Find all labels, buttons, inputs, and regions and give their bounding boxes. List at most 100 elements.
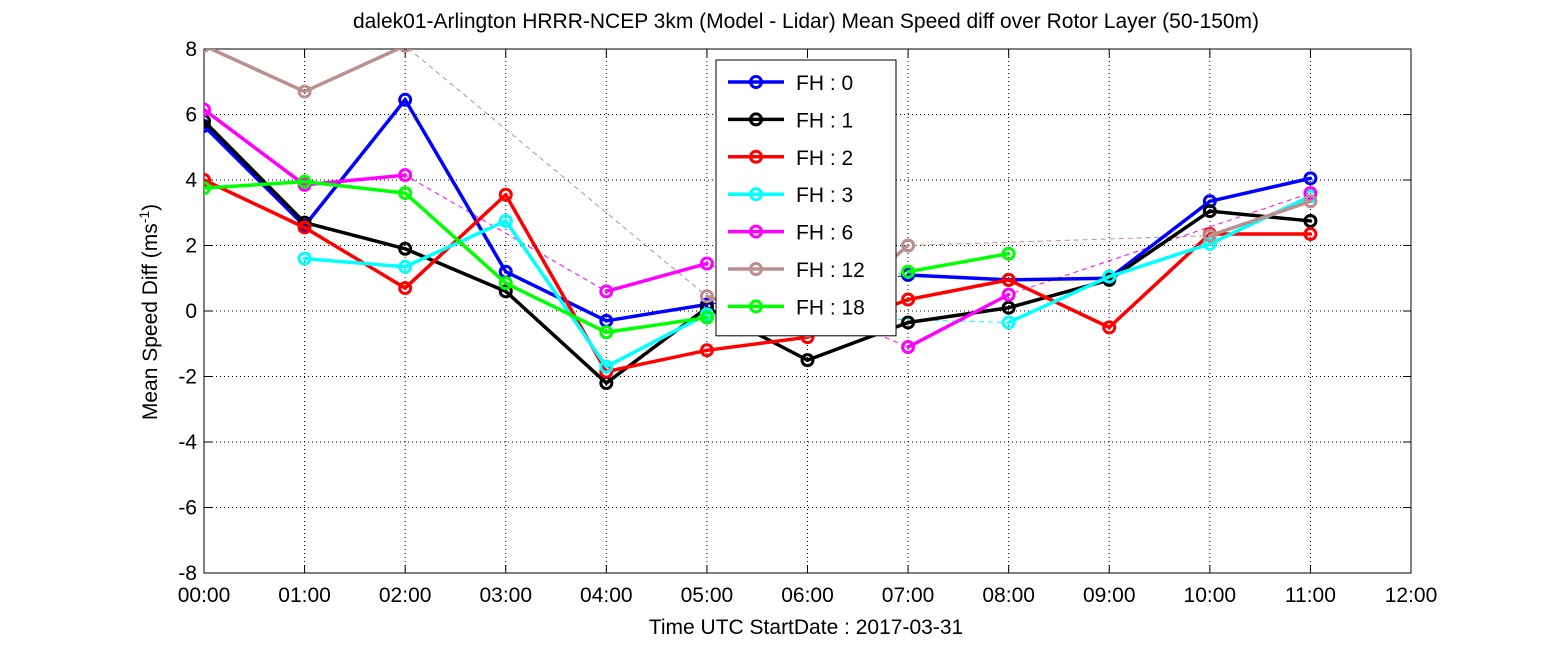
series-segment bbox=[1208, 199, 1313, 238]
series-segment bbox=[1006, 274, 1111, 325]
legend-label: FH : 18 bbox=[796, 296, 865, 319]
y-tick-label: -2 bbox=[178, 366, 197, 389]
legend-box bbox=[715, 59, 897, 337]
data-point bbox=[297, 174, 312, 189]
series-segment bbox=[906, 278, 1011, 302]
data-point bbox=[297, 220, 312, 235]
data-point bbox=[1202, 204, 1217, 219]
y-tick-label: 6 bbox=[185, 104, 197, 127]
x-tick-label: 09:00 bbox=[1083, 584, 1136, 607]
series-segment bbox=[504, 289, 609, 385]
series-segment bbox=[1006, 276, 1111, 282]
series-segment bbox=[604, 312, 709, 369]
x-tick-label: 08:00 bbox=[982, 584, 1035, 607]
series-segment bbox=[504, 219, 609, 369]
data-point bbox=[498, 213, 513, 228]
series-segment bbox=[403, 191, 508, 285]
legend-item: FH : 1 bbox=[728, 109, 853, 132]
x-tick-label: 07:00 bbox=[882, 584, 935, 607]
x-tick-label: 03:00 bbox=[479, 584, 532, 607]
legend-label: FH : 2 bbox=[796, 147, 853, 170]
series-segment bbox=[1006, 278, 1111, 330]
series-segment bbox=[604, 348, 709, 374]
data-point bbox=[1202, 236, 1217, 251]
data-point bbox=[498, 187, 513, 202]
x-tick-label: 01:00 bbox=[278, 584, 331, 607]
series-segment bbox=[204, 124, 307, 228]
data-point bbox=[398, 92, 413, 107]
x-tick-label: 05:00 bbox=[681, 584, 734, 607]
y-tick-label: 0 bbox=[185, 300, 197, 323]
series-segment bbox=[906, 292, 1011, 349]
series-segment bbox=[906, 305, 1011, 325]
data-point bbox=[599, 325, 614, 340]
series-segment bbox=[302, 98, 407, 228]
data-point bbox=[1303, 171, 1318, 186]
legend-marker bbox=[749, 262, 763, 276]
data-point bbox=[699, 310, 714, 325]
legend-label: FH : 12 bbox=[796, 259, 865, 282]
legend-marker bbox=[749, 224, 763, 239]
data-point bbox=[498, 276, 513, 291]
data-point bbox=[398, 168, 413, 183]
grid-lines bbox=[204, 49, 1411, 573]
data-point bbox=[398, 186, 413, 201]
series-segment bbox=[1107, 199, 1212, 280]
series-segment bbox=[204, 119, 307, 225]
data-point bbox=[204, 102, 211, 117]
series-segment bbox=[906, 273, 1011, 282]
data-point bbox=[398, 281, 413, 296]
data-point bbox=[901, 264, 916, 279]
legend-item: FH : 0 bbox=[728, 72, 853, 95]
legend-item: FH : 18 bbox=[728, 296, 865, 319]
series-segment bbox=[403, 98, 508, 274]
series-segment bbox=[302, 179, 407, 195]
legend: FH : 0 FH : 1 FH : 2 FH : 3 FH : 6 FH : 12 FH … bbox=[715, 59, 897, 337]
legend-item: FH : 3 bbox=[728, 184, 853, 207]
legend-marker bbox=[749, 149, 763, 164]
series-segment bbox=[302, 49, 403, 94]
data-point bbox=[901, 315, 916, 330]
data-point bbox=[297, 84, 312, 99]
y-tick-label: 4 bbox=[185, 169, 197, 192]
x-tick-label: 06:00 bbox=[781, 584, 834, 607]
data-point bbox=[1001, 246, 1016, 261]
series-segment bbox=[604, 302, 709, 323]
legend-marker bbox=[749, 112, 763, 127]
x-tick-label: 12:00 bbox=[1385, 584, 1438, 607]
y-axis-title-superscript: -1 bbox=[136, 211, 152, 224]
data-point bbox=[1001, 315, 1016, 330]
y-axis-title: Mean Speed Diff (ms-1) bbox=[136, 204, 162, 420]
series-segment bbox=[705, 335, 810, 353]
data-point bbox=[1001, 300, 1016, 315]
series-segment bbox=[403, 219, 508, 269]
x-axis-title: Time UTC StartDate : 2017-03-31 bbox=[649, 616, 963, 639]
x-tick-label: 11:00 bbox=[1285, 584, 1336, 607]
data-point bbox=[398, 49, 412, 53]
data-point bbox=[699, 289, 714, 304]
legend-label: FH : 0 bbox=[796, 72, 853, 95]
data-point bbox=[204, 181, 211, 196]
data-point bbox=[901, 292, 916, 307]
data-point bbox=[204, 173, 211, 187]
series-segment bbox=[504, 281, 609, 335]
series-segment bbox=[1107, 242, 1212, 279]
legend-marker bbox=[749, 75, 763, 89]
data-point bbox=[1303, 213, 1318, 228]
series-lines bbox=[204, 49, 1318, 391]
y-tick-label: -4 bbox=[178, 431, 197, 454]
legend-marker bbox=[749, 187, 763, 202]
data-point bbox=[599, 284, 614, 299]
y-axis-title-close: ) bbox=[139, 204, 162, 211]
y-tick-label: -6 bbox=[178, 497, 197, 520]
axes bbox=[203, 48, 1412, 574]
y-axis-title-main: Mean Speed Diff (ms bbox=[139, 223, 162, 420]
data-point bbox=[1303, 227, 1318, 242]
series-segment bbox=[1107, 209, 1212, 282]
series-segment bbox=[1208, 209, 1313, 223]
data-point bbox=[1303, 194, 1318, 209]
data-point bbox=[498, 284, 513, 299]
series-segment bbox=[302, 225, 407, 290]
series-segment bbox=[204, 179, 307, 190]
